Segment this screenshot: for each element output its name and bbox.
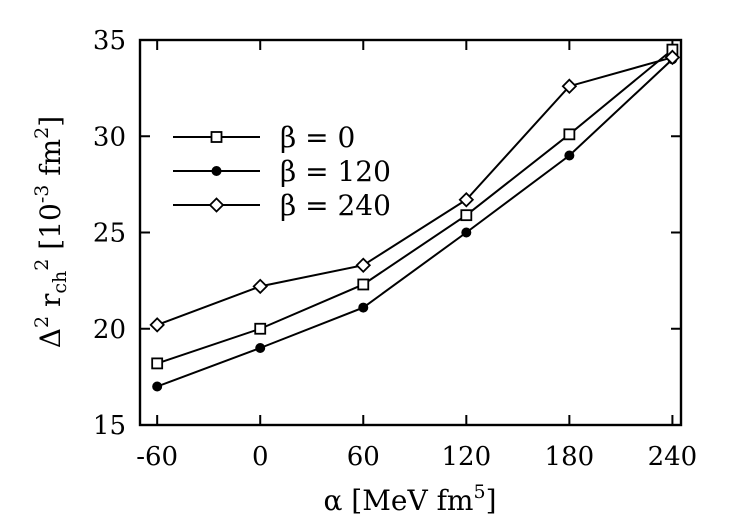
legend-label: β = 120 (280, 155, 391, 188)
x-tick-label: 240 (648, 442, 698, 472)
data-point (564, 150, 575, 161)
data-point (664, 49, 681, 66)
x-tick-label: -60 (136, 442, 178, 472)
series-line (156, 48, 674, 365)
series-layer (149, 43, 681, 392)
series (149, 49, 681, 333)
x-tick-label: 0 (252, 442, 269, 472)
y-axis-label: Δ2 rch2 [10-3 fm2] (31, 116, 71, 348)
series-line (156, 58, 674, 388)
x-axis-label: α [MeV fm5] (323, 481, 496, 517)
data-point (561, 78, 578, 94)
legend-marker (208, 197, 225, 213)
y-tick-label: 15 (93, 411, 126, 441)
data-point (254, 322, 267, 335)
legend-item: β = 0 (173, 121, 355, 154)
x-tick-label: 60 (347, 442, 380, 472)
data-point (252, 278, 268, 295)
data-point (151, 357, 164, 370)
y-tick-label: 20 (93, 315, 126, 345)
data-point (458, 192, 475, 208)
x-tick-label: 180 (545, 442, 595, 472)
series-line (156, 56, 673, 326)
y-tick-label: 30 (93, 122, 126, 152)
legend-marker (211, 166, 222, 176)
x-tick-label: 120 (441, 442, 491, 472)
data-point (355, 257, 372, 273)
legend-marker (210, 131, 223, 143)
y-tick-label: 25 (93, 219, 126, 249)
data-point (357, 278, 370, 291)
data-point (460, 209, 473, 222)
data-point (358, 302, 369, 313)
legend-label: β = 0 (280, 121, 355, 154)
data-point (149, 317, 165, 333)
ticks (140, 39, 681, 426)
series (151, 43, 679, 370)
legend-item: β = 240 (173, 189, 391, 222)
legend-item: β = 120 (173, 155, 391, 188)
data-point (255, 343, 266, 353)
y-tick-label: 35 (93, 26, 126, 56)
series (152, 54, 678, 392)
data-point (461, 227, 472, 238)
tick-labels: -60 0 60 120 180 240 15 20 25 30 35 (93, 26, 697, 472)
data-point (563, 128, 576, 141)
data-point (152, 381, 163, 392)
plot-frame (138, 38, 683, 427)
legend-label: β = 240 (280, 189, 391, 222)
